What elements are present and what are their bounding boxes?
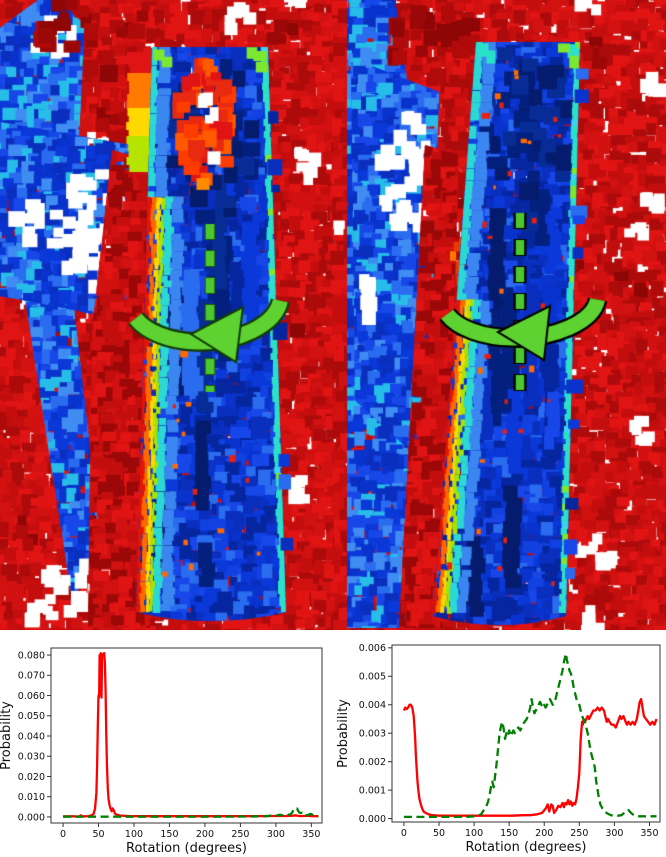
y-tick-label: 0.005: [359, 672, 386, 683]
x-tick-label: 250: [231, 829, 249, 840]
x-axis-label: Rotation (degrees): [466, 840, 587, 855]
y-axis-label: Probability: [0, 701, 14, 770]
x-tick-label: 100: [465, 828, 483, 839]
x-tick-label: 300: [267, 829, 285, 840]
probability-charts-row: 0 50 100 150 200 250 300 350 0.000 0.010 0.020 0.03…: [0, 630, 666, 857]
x-tick-label: 150: [160, 829, 178, 840]
x-tick-label: 350: [302, 829, 320, 840]
x-tick-label: 0: [60, 829, 66, 840]
y-tick-label: 0.010: [18, 792, 45, 803]
x-tick-label: 150: [500, 828, 518, 839]
y-tick-label: 0.001: [359, 786, 386, 797]
y-axis-label: Probability: [336, 699, 351, 768]
y-tick-label: 0.004: [359, 700, 386, 711]
y-tick-label: 0.000: [359, 814, 386, 825]
probability-chart-right: 0 50 100 150 200 250 300 350 0.000 0.001 0.002 0.00…: [336, 643, 661, 855]
pointcloud-heatmap-canvas: [0, 0, 666, 630]
y-tick-label: 0.006: [359, 643, 386, 654]
y-tick-label: 0.070: [18, 671, 45, 682]
y-tick-label: 0.003: [359, 729, 386, 740]
series-green-dashed: [63, 807, 319, 818]
x-tick-label: 100: [125, 829, 143, 840]
y-tick-label: 0.040: [18, 731, 45, 742]
x-axis-label: Rotation (degrees): [126, 841, 247, 856]
y-tick-label: 0.002: [359, 757, 386, 768]
x-tick-label: 200: [196, 829, 214, 840]
plot-frame: [391, 644, 661, 823]
plot-frame: [50, 647, 323, 824]
y-tick-label: 0.000: [18, 812, 45, 823]
x-tick-label: 50: [433, 828, 445, 839]
heatmap-panels-row: [0, 0, 666, 630]
y-tick-label: 0.050: [18, 711, 45, 722]
x-tick-label: 200: [535, 828, 553, 839]
y-tick-label: 0.060: [18, 691, 45, 702]
series-green-dashed: [403, 652, 657, 819]
y-tick-label: 0.030: [18, 752, 45, 763]
series-red-solid: [63, 651, 319, 818]
x-tick-label: 350: [640, 828, 658, 839]
series-red-solid: [402, 697, 658, 817]
probability-chart-left: 0 50 100 150 200 250 300 350 0.000 0.010 0.020 0.03…: [0, 647, 323, 856]
y-tick-label: 0.080: [18, 650, 45, 661]
x-tick-label: 0: [401, 828, 407, 839]
x-tick-label: 300: [605, 828, 623, 839]
y-tick-label: 0.020: [18, 772, 45, 783]
x-tick-label: 250: [570, 828, 588, 839]
x-tick-label: 50: [92, 829, 104, 840]
